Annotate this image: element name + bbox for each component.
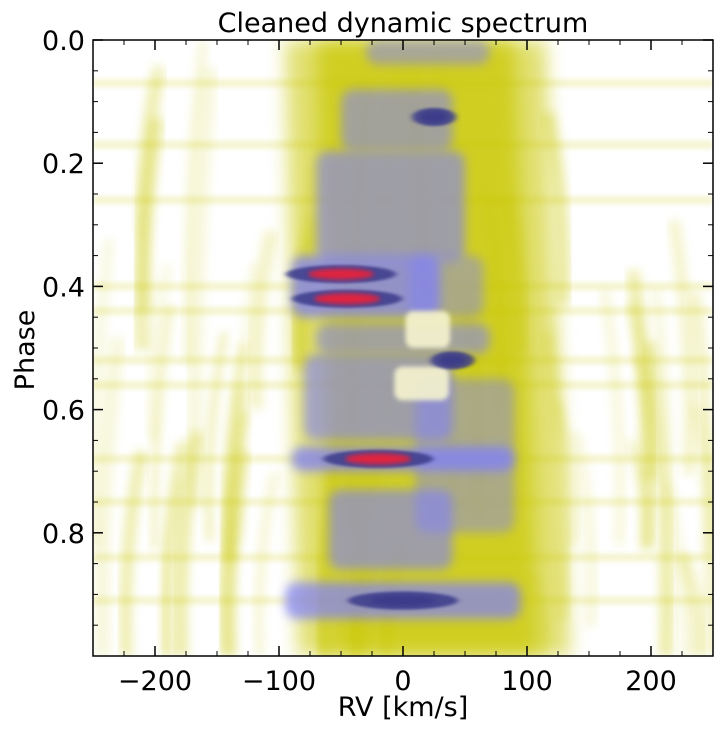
absorption-core: [415, 378, 515, 533]
background-streak: [688, 403, 713, 555]
background-streak: [161, 439, 193, 656]
x-tick-label: 0: [394, 666, 411, 697]
feature-red-spot-0.68: [345, 453, 412, 465]
y-tick-label: 0.4: [42, 272, 85, 303]
emission-patch: [405, 311, 451, 348]
y-axis: 0.0 0.2 0.4 0.6 0.8: [42, 26, 713, 626]
background-streak: [650, 288, 677, 656]
chart-title: Cleaned dynamic spectrum: [218, 8, 589, 39]
feature-layer: [286, 108, 475, 610]
x-tick-label: 200: [625, 666, 677, 697]
absorption-band-layer: [285, 40, 571, 656]
background-streak: [600, 289, 625, 545]
x-tick-label: −100: [242, 666, 316, 697]
plot-area: [93, 40, 713, 656]
emission-patch: [394, 366, 449, 401]
absorption-core: [409, 255, 484, 318]
y-tick-label: 0.0: [42, 26, 85, 57]
background-streak: [626, 438, 652, 553]
background-streak: [94, 336, 126, 656]
x-axis-label: RV [km/s]: [338, 692, 469, 723]
background-streak: [633, 353, 658, 480]
y-axis-label: Phase: [10, 310, 41, 391]
x-tick-label: −200: [118, 666, 192, 697]
feature-red-spot-0.42: [314, 293, 381, 305]
absorption-core: [316, 150, 465, 262]
absorption-core: [316, 323, 490, 355]
background-streak: [668, 219, 696, 475]
x-tick-label: 100: [501, 666, 553, 697]
feature-dark-spot-0.91: [370, 595, 436, 607]
y-tick-label: 0.8: [42, 519, 85, 550]
background-streak: [675, 551, 705, 656]
y-tick-label: 0.6: [42, 396, 85, 427]
feature-red-spot-0.52: [439, 354, 466, 366]
background-streak: [93, 238, 115, 549]
x-axis: −200 −100 0 100 200: [92, 40, 714, 697]
background-streak: [255, 472, 279, 656]
absorption-core: [341, 89, 453, 151]
y-tick-label: 0.2: [42, 149, 85, 180]
absorption-core: [365, 40, 490, 65]
background-streak: [218, 387, 250, 656]
feature-red-spot-0.38: [308, 268, 374, 280]
feature-red-spot-0.12: [420, 111, 448, 123]
